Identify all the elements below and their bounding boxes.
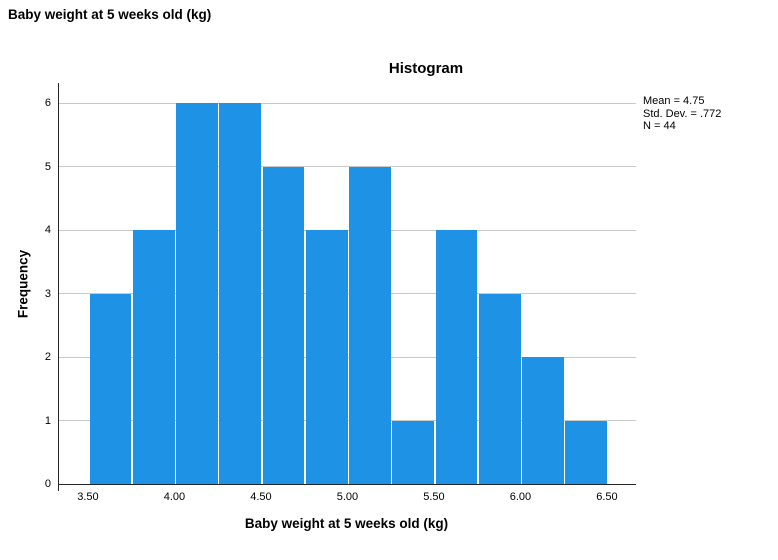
plot-area <box>58 83 636 491</box>
y-tick-label: 6 <box>44 97 51 109</box>
chart-title: Histogram <box>388 60 464 77</box>
stats-legend: Mean = 4.75 Std. Dev. = .772 N = 44 <box>643 95 721 133</box>
y-axis-title: Frequency <box>15 249 31 319</box>
histogram-bar <box>392 420 435 484</box>
histogram-bar <box>565 420 608 484</box>
axis-corner-tick <box>58 485 59 491</box>
histogram-bar <box>262 166 305 484</box>
stats-line-mean: Mean = 4.75 <box>643 95 705 107</box>
output-item-title: Baby weight at 5 weeks old (kg) <box>8 7 212 22</box>
histogram-bar <box>176 103 218 484</box>
y-tick-label: 3 <box>44 287 51 300</box>
gridline <box>59 102 636 104</box>
histogram-bar <box>305 230 348 484</box>
histogram-bar <box>435 230 478 484</box>
y-axis-tick-labels: 0 1 2 3 4 5 6 <box>0 83 51 490</box>
x-tick-label: 3.50 <box>77 491 99 503</box>
y-tick-label: 4 <box>44 224 51 236</box>
x-tick-label: 6.00 <box>509 491 532 503</box>
stats-line-n: N = 44 <box>643 120 676 132</box>
x-tick-label: 5.00 <box>336 491 359 503</box>
y-tick-label: 1 <box>44 414 51 427</box>
y-tick-label: 0 <box>44 478 51 490</box>
histogram-bar <box>219 103 262 484</box>
x-axis-tick-labels: 3.50 4.00 4.50 5.00 5.50 6.00 6.50 <box>58 490 635 504</box>
histogram-bar <box>478 293 521 484</box>
gridline <box>59 166 636 168</box>
histogram-bar <box>89 293 132 484</box>
x-tick-label: 4.50 <box>250 491 272 503</box>
x-tick-label: 5.50 <box>423 491 445 503</box>
histogram-bar <box>522 357 564 484</box>
stats-line-stddev: Std. Dev. = .772 <box>643 107 722 120</box>
y-tick-label: 2 <box>44 351 51 363</box>
x-axis-title: Baby weight at 5 weeks old (kg) <box>244 516 449 531</box>
x-tick-label: 6.50 <box>596 491 618 503</box>
y-tick-label: 5 <box>44 160 51 173</box>
x-tick-label: 4.00 <box>163 491 186 503</box>
histogram-bar <box>132 230 175 484</box>
histogram-bar <box>349 166 391 484</box>
